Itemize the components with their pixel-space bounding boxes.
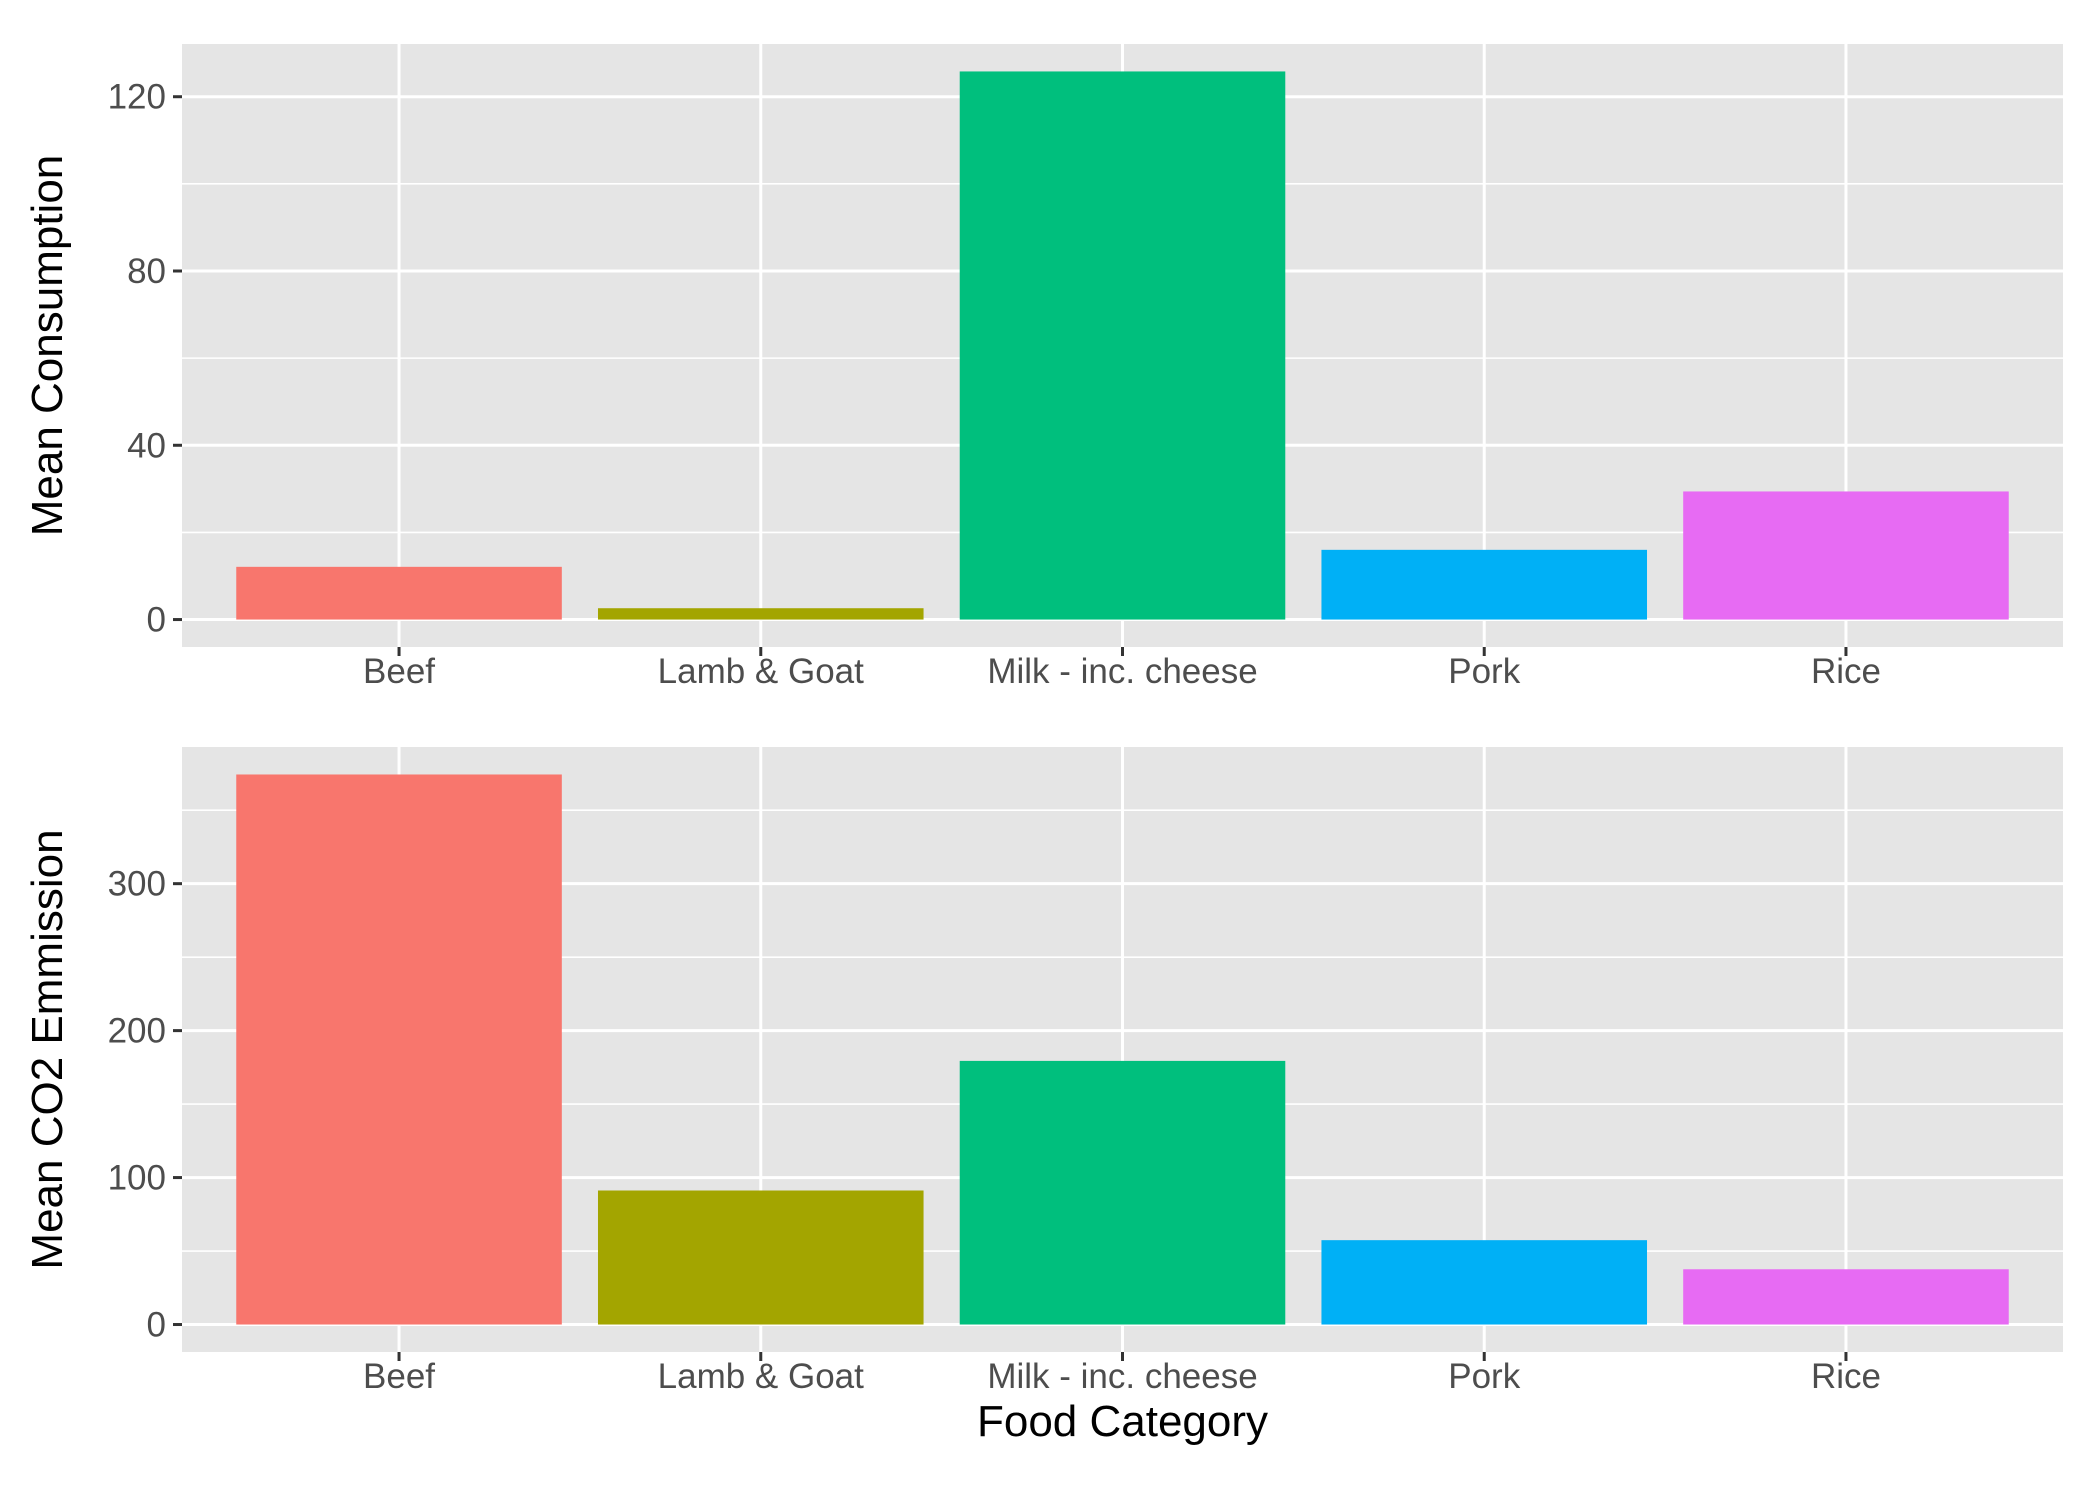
bar-lamb-goat [597, 1190, 924, 1325]
x-tick-label: Lamb & Goat [658, 1357, 864, 1396]
y-tick-label: 200 [108, 1012, 166, 1051]
x-tick-label: Pork [1448, 652, 1520, 691]
bar-beef [236, 774, 562, 1325]
y-tick-label: 0 [147, 1306, 166, 1345]
bar-pork [1321, 1240, 1648, 1325]
bar-pork [1321, 549, 1648, 620]
y-tick-label: 80 [127, 252, 166, 291]
x-tick-label: Rice [1811, 1357, 1881, 1396]
x-tick-label: Lamb & Goat [658, 652, 864, 691]
chart-panel-consumption: 0 40 80 120 Beef Lamb & Goat Milk - inc. chees… [23, 44, 2063, 691]
bar-beef [236, 566, 562, 620]
y-tick-label: 100 [108, 1159, 166, 1198]
x-tick-label: Beef [363, 652, 435, 691]
x-axis-title: Food Category [977, 1397, 1268, 1446]
y-tick-label: 40 [127, 426, 166, 465]
y-axis-title: Mean CO2 Emmission [23, 829, 72, 1269]
bar-rice [1683, 491, 2009, 620]
x-tick-label: Rice [1811, 652, 1881, 691]
bar-milk-inc-cheese [959, 1060, 1286, 1325]
y-tick-label: 300 [108, 865, 166, 904]
x-tick-label: Milk - inc. cheese [987, 652, 1257, 691]
x-tick-label: Milk - inc. cheese [987, 1357, 1257, 1396]
chart-panel-emission: 0 100 200 300 Beef Lamb & Goat Milk - inc. che… [23, 747, 2063, 1446]
x-tick-label: Beef [363, 1357, 435, 1396]
bar-rice [1683, 1269, 2009, 1325]
bar-lamb-goat [597, 608, 924, 620]
x-tick-label: Pork [1448, 1357, 1520, 1396]
bar-milk-inc-cheese [959, 71, 1286, 620]
y-tick-label: 0 [147, 601, 166, 640]
y-tick-label: 120 [108, 78, 166, 117]
y-axis-title: Mean Consumption [23, 155, 72, 537]
